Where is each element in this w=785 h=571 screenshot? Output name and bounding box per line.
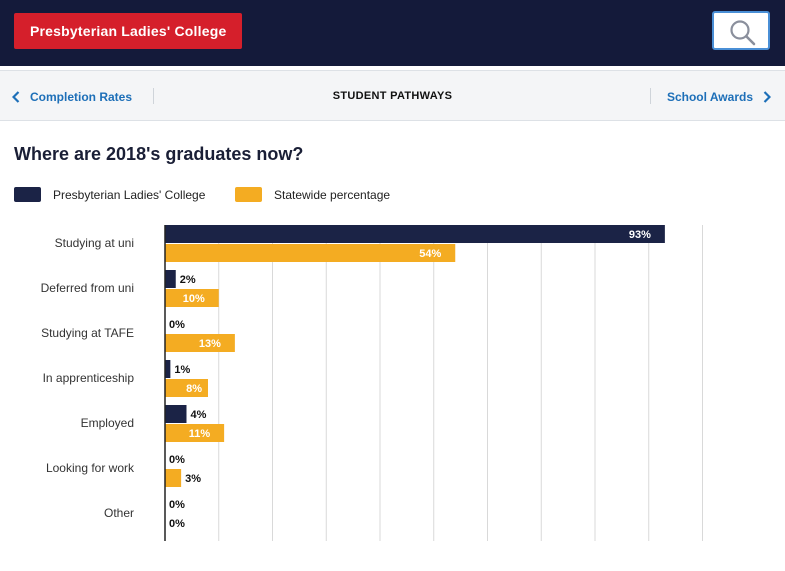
pathway-nav: Completion Rates STUDENT PATHWAYS School… (0, 70, 785, 121)
data-label: 0% (169, 518, 185, 530)
bar-statewide (165, 244, 456, 262)
category-label: Other (104, 506, 134, 520)
data-label: 0% (169, 319, 185, 331)
legend-swatch-school (14, 187, 41, 202)
data-label: 1% (174, 364, 190, 376)
legend-item-statewide: Statewide percentage (235, 187, 390, 202)
bar-school (165, 405, 187, 423)
data-label: 13% (199, 338, 221, 350)
category-label: Studying at TAFE (41, 326, 134, 340)
category-label: Looking for work (46, 461, 135, 475)
chevron-left-icon (12, 90, 20, 103)
data-label: 8% (186, 383, 202, 395)
category-label: Employed (81, 416, 134, 430)
category-label: In apprenticeship (43, 371, 135, 385)
data-label: 4% (191, 409, 207, 421)
pathways-bar-chart: Studying at uni 93% 54% Deferred from uni 2%… (41, 225, 703, 541)
data-label: 54% (419, 248, 441, 260)
data-label: 10% (183, 293, 205, 305)
top-bar: Presbyterian Ladies' College (0, 0, 785, 66)
data-label: 3% (185, 473, 201, 485)
legend-label-statewide: Statewide percentage (274, 187, 391, 202)
bar-statewide (165, 289, 219, 307)
legend-label-school: Presbyterian Ladies' College (53, 187, 206, 202)
bar-statewide (165, 334, 235, 352)
data-label: 93% (629, 229, 651, 241)
prev-page-label: Completion Rates (30, 89, 133, 104)
bar-school (165, 225, 665, 243)
bar-school (165, 270, 176, 288)
chevron-right-icon (763, 90, 771, 103)
data-label: 11% (189, 428, 211, 440)
search-icon (730, 20, 756, 46)
nav-divider (650, 88, 651, 104)
data-label: 0% (169, 454, 185, 466)
bar-statewide (165, 424, 225, 442)
data-label: 2% (180, 274, 196, 286)
nav-divider (153, 88, 154, 104)
search-button[interactable] (712, 11, 770, 50)
category-label: Studying at uni (55, 236, 134, 250)
school-name-button[interactable]: Presbyterian Ladies' College (14, 13, 243, 49)
data-label: 0% (169, 499, 185, 511)
next-page-link[interactable]: School Awards (667, 71, 771, 122)
bar-school (165, 360, 171, 378)
legend-swatch-statewide (235, 187, 262, 202)
legend-item-school: Presbyterian Ladies' College (14, 187, 205, 202)
category-label: Deferred from uni (41, 281, 134, 295)
next-page-label: School Awards (666, 89, 753, 104)
bar-statewide (165, 469, 182, 487)
prev-page-link[interactable]: Completion Rates (12, 71, 132, 122)
bar-statewide (165, 379, 208, 397)
chart-title: Where are 2018's graduates now? (14, 144, 304, 164)
page-title: STUDENT PATHWAYS (332, 90, 453, 102)
